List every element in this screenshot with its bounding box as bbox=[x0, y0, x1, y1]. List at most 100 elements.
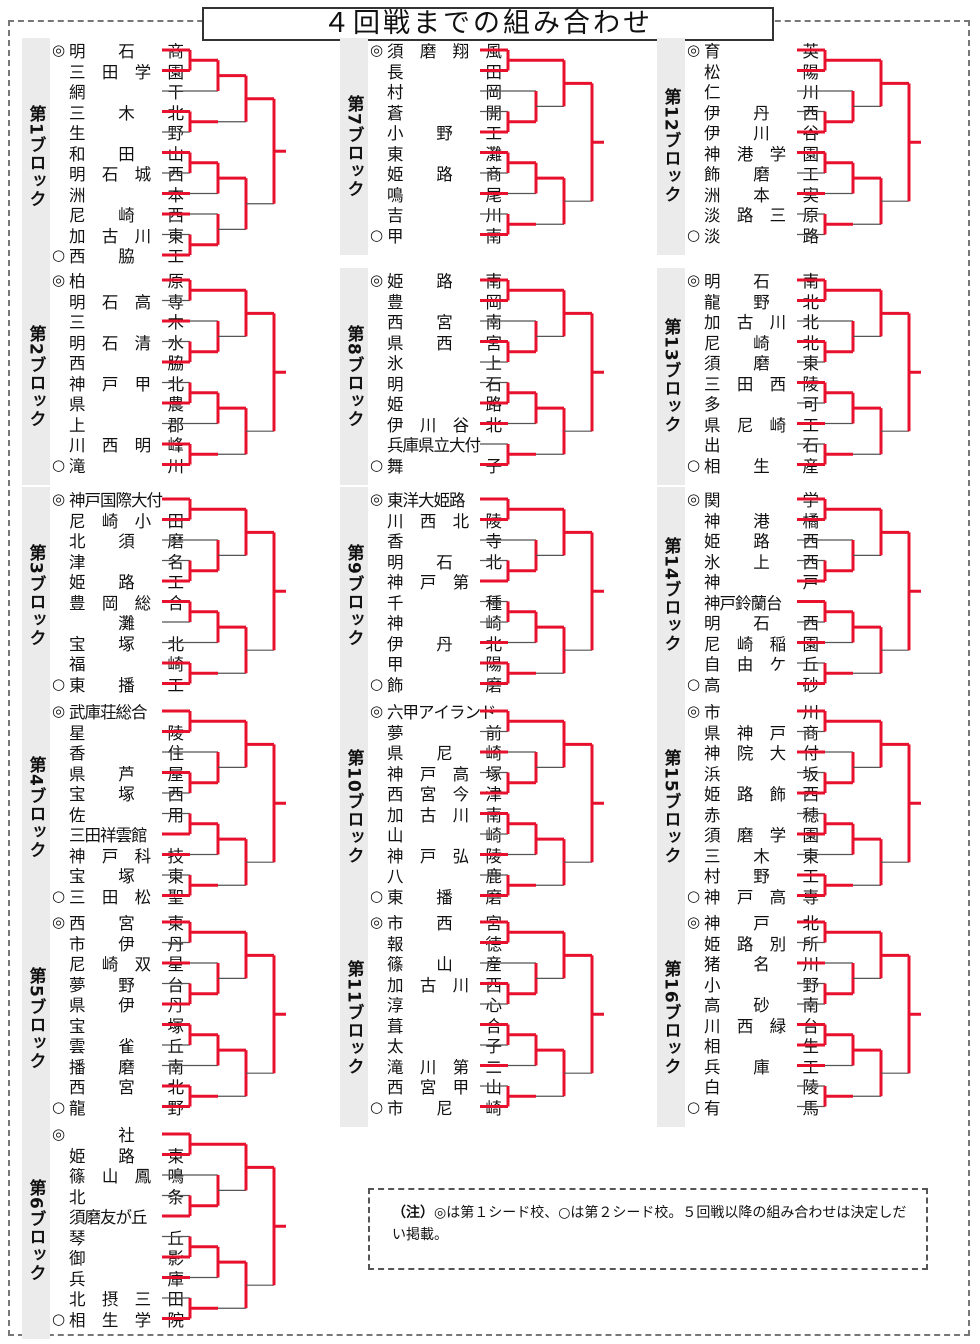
seed-mark: ○ bbox=[370, 886, 384, 905]
team-name: 播磨南 bbox=[69, 1057, 184, 1077]
team-row: 生野 bbox=[52, 122, 184, 143]
team-name: 兵庫県立大付 bbox=[387, 436, 481, 455]
team-name: 浜坂 bbox=[704, 764, 819, 784]
team-name: 仁川 bbox=[704, 83, 819, 102]
seed-mark: ○ bbox=[687, 674, 701, 693]
seed-mark: ◎ bbox=[687, 271, 701, 289]
block-label: 第4ブロック bbox=[22, 699, 50, 916]
seed-mark: ○ bbox=[687, 886, 701, 905]
seed-mark: ○ bbox=[370, 1097, 384, 1116]
team-row: 神港学園 bbox=[687, 143, 819, 164]
seed-mark: ○ bbox=[370, 674, 384, 693]
block-label: 第13ブロック bbox=[657, 268, 685, 485]
bracket-lines bbox=[797, 920, 921, 1108]
team-row: 太子 bbox=[370, 1035, 502, 1056]
block-label: 第6ブロック bbox=[22, 1122, 50, 1339]
team-name: 出石 bbox=[704, 436, 819, 455]
team-row: 千種 bbox=[370, 592, 502, 613]
team-row: 三田西陵 bbox=[687, 373, 819, 394]
team-row: 篠山鳳鳴 bbox=[52, 1165, 184, 1186]
team-row: ◎ 東洋大姫路 bbox=[370, 489, 502, 510]
team-row: 小野 bbox=[687, 974, 819, 995]
team-name: 明石城西 bbox=[69, 165, 184, 184]
team-name: 明石西 bbox=[704, 614, 819, 633]
block-label: 第14ブロック bbox=[657, 487, 685, 704]
team-name: 神戸高塚 bbox=[387, 764, 502, 784]
block-label-text: 第16ブロック bbox=[660, 960, 681, 1077]
team-row: 宝塚東 bbox=[52, 865, 184, 886]
team-row: ○ 淡路 bbox=[687, 225, 819, 246]
team-row: 神戸高塚 bbox=[370, 763, 502, 784]
team-row: 宝塚西 bbox=[52, 783, 184, 804]
team-row: 須磨友が丘 bbox=[52, 1206, 184, 1227]
team-row: 仁川 bbox=[687, 81, 819, 102]
block-label: 第12ブロック bbox=[657, 38, 685, 255]
team-name: 加古川北 bbox=[704, 313, 819, 332]
team-row: ○東播工 bbox=[52, 674, 184, 695]
team-name: 加古川西 bbox=[387, 975, 502, 995]
block-10: 第10ブロック◎六甲アイランド夢前県尼崎神戸高塚西宮今津加古川南山崎神戸弘陵八鹿… bbox=[340, 699, 640, 916]
team-row: 出石 bbox=[687, 434, 819, 455]
team-name: 村野工 bbox=[704, 867, 819, 886]
team-name: 篠山鳳鳴 bbox=[69, 1167, 184, 1186]
block-label: 第16ブロック bbox=[657, 910, 685, 1127]
team-row: 香寺 bbox=[370, 530, 502, 551]
team-name: 高砂南 bbox=[704, 996, 819, 1015]
bracket-lines bbox=[162, 278, 286, 466]
seed-mark: ◎ bbox=[370, 913, 384, 931]
team-row: 播磨南 bbox=[52, 1056, 184, 1077]
team-row: 夢前 bbox=[370, 722, 502, 743]
team-name: 姫路東 bbox=[69, 1146, 184, 1166]
team-name: 尼崎双星 bbox=[69, 955, 184, 974]
team-name: 灘 bbox=[118, 614, 135, 633]
team-name: 神戸第一 bbox=[387, 573, 502, 592]
seed-mark: ◎ bbox=[687, 490, 701, 508]
bracket-lines bbox=[480, 497, 604, 685]
team-row: 川西明峰 bbox=[52, 434, 184, 455]
block-16: 第16ブロック◎神戸北姫路別所猪名川小野高砂南川西緑台相生兵庫工白陵○有馬 bbox=[657, 910, 957, 1127]
block-label: 第11ブロック bbox=[340, 910, 368, 1127]
block-label-text: 第4ブロック bbox=[25, 755, 46, 859]
team-row: 尼崎稲園 bbox=[687, 633, 819, 654]
team-name: 明石清水 bbox=[69, 333, 184, 353]
team-row: 豊岡総合 bbox=[52, 592, 184, 613]
team-row: 北摂三田 bbox=[52, 1288, 184, 1309]
team-row: 篠山産 bbox=[370, 953, 502, 974]
team-name: 豊岡総合 bbox=[69, 593, 184, 613]
bracket-lines bbox=[797, 278, 921, 466]
team-row: 多可 bbox=[687, 393, 819, 414]
team-name: 六甲アイランド bbox=[387, 703, 496, 722]
bracket-lines bbox=[480, 920, 604, 1108]
block-8: 第8ブロック◎姫路南豊岡西宮南県西宮氷上明石姫路伊川谷北兵庫県立大付○舞子 bbox=[340, 268, 640, 485]
seed-mark: ◎ bbox=[370, 271, 384, 289]
team-name: 須磨友が丘 bbox=[69, 1208, 147, 1227]
block-2: 第2ブロック◎柏原明石高専三木明石清水西脇神戸甲北県農上郡川西明峰○滝川 bbox=[22, 268, 322, 485]
team-name: 東洋大姫路 bbox=[387, 491, 465, 510]
seed-mark: ○ bbox=[52, 674, 66, 693]
seed-mark: ◎ bbox=[52, 271, 66, 289]
team-row: ○神戸高専 bbox=[687, 886, 819, 907]
team-row: 北条 bbox=[52, 1186, 184, 1207]
team-row: 明石北 bbox=[370, 551, 502, 572]
block-13: 第13ブロック◎明石南龍野北加古川北尼崎北須磨東三田西陵多可県尼崎工出石○相生産 bbox=[657, 268, 957, 485]
team-row: 伊川谷 bbox=[687, 122, 819, 143]
team-row: ○西脇工 bbox=[52, 245, 184, 266]
block-12: 第12ブロック◎育英松陽仁川伊丹西伊川谷神港学園飾磨工洲本実淡路三原○淡路 bbox=[657, 38, 957, 255]
team-row: 神崎 bbox=[370, 612, 502, 633]
team-row: 須磨東 bbox=[687, 352, 819, 373]
team-row: 夢野台 bbox=[52, 974, 184, 995]
team-name: 宝塚西 bbox=[69, 785, 184, 804]
team-name: 伊丹西 bbox=[704, 103, 819, 123]
team-name: 姫路商 bbox=[387, 165, 502, 184]
team-name: 神戸鈴蘭台 bbox=[704, 593, 782, 613]
team-name: 県尼崎工 bbox=[704, 415, 819, 435]
team-row: ◎神戸北 bbox=[687, 912, 819, 933]
footnote-text: ◎は第１シード校、○は第２シード校。５回戦以降の組み合わせは決定しだい掲載。 bbox=[392, 1205, 907, 1243]
block-label: 第1ブロック bbox=[22, 38, 50, 275]
seed-mark: ◎ bbox=[52, 490, 66, 508]
block-14: 第14ブロック◎関学神港橘姫路西氷上西神戸神戸鈴蘭台明石西尼崎稲園自由ケ丘○高砂 bbox=[657, 487, 957, 704]
block-label-text: 第2ブロック bbox=[25, 324, 46, 428]
block-label-text: 第14ブロック bbox=[660, 537, 681, 654]
team-name: 尼崎稲園 bbox=[704, 634, 819, 654]
team-name: 川西明峰 bbox=[69, 436, 184, 455]
